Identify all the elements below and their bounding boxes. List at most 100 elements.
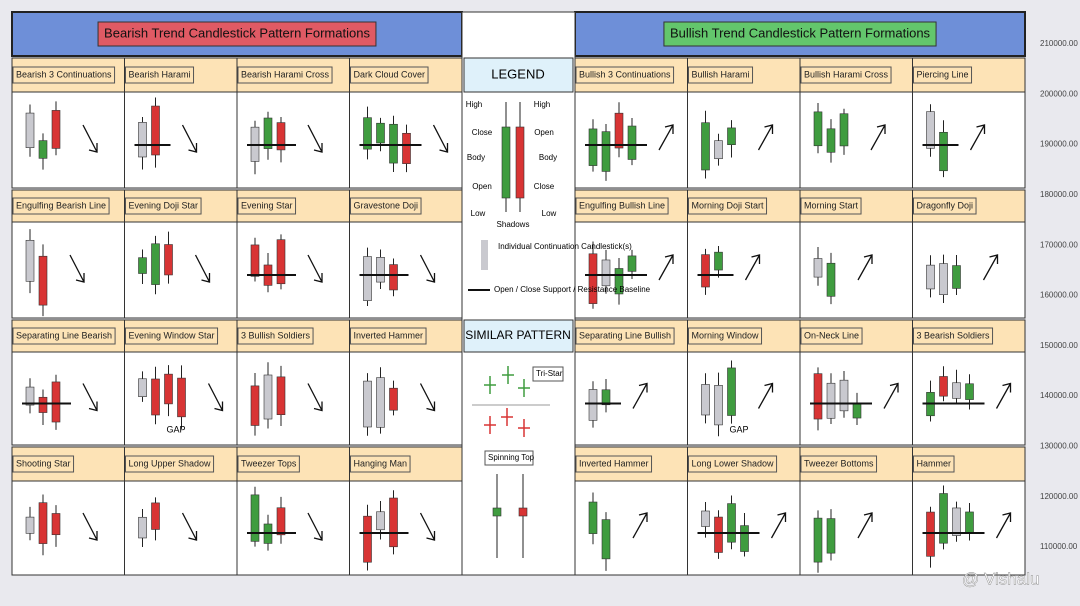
pattern-name: Morning Doji Start [692, 200, 765, 210]
pattern-tag [237, 455, 300, 473]
arrow [207, 383, 224, 412]
arrow [632, 382, 648, 409]
pattern-name: 3 Bullish Soldiers [241, 330, 311, 340]
candle [25, 516, 35, 534]
candle [939, 376, 948, 397]
pattern-name: Dark Cloud Cover [354, 69, 426, 79]
pattern-tag [800, 455, 878, 473]
candle [714, 385, 723, 426]
candle [926, 111, 935, 149]
arrow [69, 254, 85, 283]
pattern-tag [913, 327, 994, 345]
pattern-tag [800, 327, 863, 345]
pattern-tag [350, 455, 411, 473]
arrow [419, 383, 436, 412]
candle [501, 126, 511, 199]
candle [38, 396, 48, 413]
candle [151, 502, 160, 530]
pattern-name: Bullish Harami [692, 69, 750, 79]
pattern-name: Tweezer Bottoms [804, 458, 874, 468]
pattern-name: Separating Line Bullish [579, 330, 671, 340]
candle [926, 264, 935, 290]
candle [151, 105, 160, 156]
candle [389, 123, 398, 164]
candle [852, 402, 862, 419]
candle [164, 373, 173, 405]
candle [376, 257, 385, 283]
pattern-tag [12, 455, 75, 473]
pattern-tag [688, 327, 763, 345]
candle [701, 254, 710, 288]
candle [363, 515, 372, 563]
pattern-name: Long Lower Shadow [692, 458, 775, 468]
candle [389, 387, 398, 411]
candle [376, 511, 385, 531]
candle [376, 122, 385, 144]
legend-note: Open / Close Support / Resistance Baseli… [494, 285, 651, 294]
price-label: 170000.00 [1040, 240, 1078, 249]
candle [51, 381, 61, 423]
pattern-tag [350, 327, 427, 345]
candle [714, 251, 723, 271]
arrow [82, 383, 98, 412]
arrow [969, 124, 986, 151]
candle [25, 239, 35, 282]
pattern-tag [12, 197, 110, 215]
candle [826, 128, 836, 153]
arrow [870, 124, 886, 151]
candle [515, 126, 525, 199]
pattern-tag [688, 66, 754, 84]
candle [25, 386, 35, 406]
candle [839, 113, 849, 147]
pattern-tag [913, 66, 973, 84]
arrow [770, 512, 787, 539]
pattern-tag [688, 455, 778, 473]
legend-label: Body [539, 153, 557, 162]
pattern-name: Engulfing Bullish Line [579, 200, 665, 210]
pattern-tag [913, 197, 977, 215]
legend-label: Open [534, 128, 554, 137]
pattern-tag [237, 327, 314, 345]
pattern-tag [575, 327, 675, 345]
price-label: 160000.00 [1040, 291, 1078, 300]
candle [276, 507, 286, 536]
candle [38, 255, 48, 306]
continuation-icon [481, 240, 488, 270]
candle [601, 259, 611, 287]
candle [813, 111, 823, 147]
pattern-tag [800, 197, 862, 215]
price-label: 120000.00 [1040, 492, 1078, 501]
pattern-name: Inverted Hammer [579, 458, 649, 468]
candle [965, 511, 974, 534]
pattern-name: Bullish Harami Cross [804, 69, 889, 79]
pattern-name: Piercing Line [917, 69, 969, 79]
legend-label: Low [471, 209, 486, 218]
pattern-name: Bearish Harami [129, 69, 191, 79]
candle [588, 128, 598, 166]
similar-item: Tri-Star [536, 369, 563, 378]
candle [38, 140, 48, 159]
arrow [883, 382, 899, 409]
arrow [307, 512, 323, 541]
pattern-name: Tweezer Tops [241, 458, 297, 468]
pattern-tag [237, 66, 333, 84]
pattern-name: Bearish Harami Cross [241, 69, 330, 79]
candle [276, 376, 286, 416]
price-label: 130000.00 [1040, 442, 1078, 451]
candle [627, 255, 637, 272]
pattern-name: On-Neck Line [804, 330, 859, 340]
candle [276, 122, 286, 151]
arrow [307, 124, 323, 153]
arrow [432, 124, 449, 153]
panel-title: Bullish Trend Candlestick Pattern Format… [670, 25, 931, 40]
price-label: 150000.00 [1040, 341, 1078, 350]
pattern-tag [237, 197, 297, 215]
price-label: 190000.00 [1040, 140, 1078, 149]
candle [588, 253, 598, 304]
candle [601, 519, 611, 560]
pattern-name: Bullish 3 Continuations [579, 69, 671, 79]
arrow [995, 382, 1012, 409]
candle [402, 132, 411, 164]
candle [138, 516, 147, 539]
pattern-name: Separating Line Bearish [16, 330, 112, 340]
